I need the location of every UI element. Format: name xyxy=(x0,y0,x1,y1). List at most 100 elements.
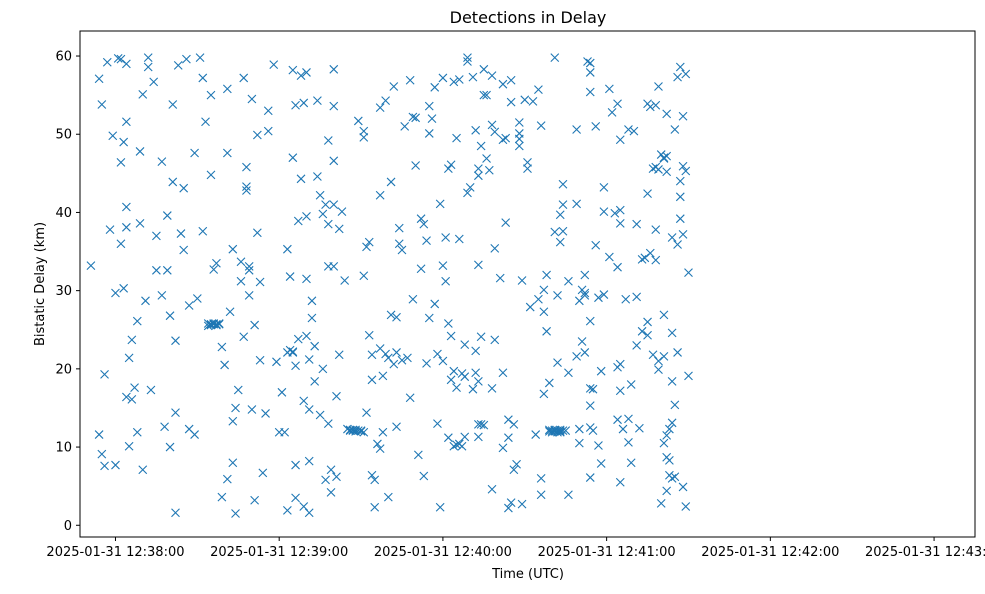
data-point xyxy=(228,416,238,426)
data-point xyxy=(498,135,508,145)
data-point xyxy=(599,207,609,217)
data-point xyxy=(394,223,404,233)
data-point xyxy=(520,95,530,105)
data-point xyxy=(206,320,216,330)
data-point xyxy=(624,437,633,447)
data-point xyxy=(422,358,431,368)
data-point xyxy=(356,427,366,436)
data-point xyxy=(302,211,311,221)
data-point xyxy=(539,307,549,317)
data-point xyxy=(405,75,415,85)
data-point xyxy=(443,433,453,443)
data-point xyxy=(670,472,680,482)
data-point xyxy=(291,460,300,470)
data-point xyxy=(525,302,535,312)
data-point xyxy=(356,426,366,436)
data-point xyxy=(523,164,532,174)
data-point xyxy=(615,386,625,396)
data-point xyxy=(209,319,219,328)
data-point xyxy=(105,225,115,235)
x-axis: 2025-01-31 12:38:00 2025-01-31 12:39:00 20… xyxy=(46,537,985,560)
data-point xyxy=(514,118,524,127)
data-point xyxy=(310,341,320,351)
data-point xyxy=(443,164,453,174)
data-point xyxy=(296,71,306,80)
data-point xyxy=(86,261,96,271)
data-point xyxy=(370,475,380,485)
data-point xyxy=(310,376,320,386)
data-point xyxy=(452,383,461,393)
data-point xyxy=(293,334,303,344)
data-point xyxy=(424,101,434,111)
data-point xyxy=(618,424,628,434)
data-point xyxy=(285,272,295,281)
data-point xyxy=(321,475,330,485)
data-point xyxy=(326,465,336,475)
data-point xyxy=(111,288,120,298)
data-point xyxy=(438,261,448,271)
data-point xyxy=(594,441,603,450)
data-point xyxy=(293,216,303,226)
data-point xyxy=(435,502,445,512)
data-point xyxy=(228,244,238,254)
data-point xyxy=(558,226,568,236)
data-point xyxy=(517,499,527,509)
data-point xyxy=(506,97,516,107)
data-point xyxy=(206,170,216,180)
y-axis: 0 10 20 30 40 50 60 xyxy=(55,50,80,534)
data-point xyxy=(119,283,129,293)
data-point xyxy=(662,109,672,119)
data-point xyxy=(446,375,456,385)
data-point xyxy=(553,358,562,367)
data-point xyxy=(416,214,426,224)
data-point xyxy=(615,135,625,145)
data-point xyxy=(392,422,401,432)
data-point xyxy=(408,294,418,304)
data-point xyxy=(675,62,685,72)
data-point xyxy=(299,396,309,406)
data-point xyxy=(217,342,227,352)
data-point xyxy=(637,254,647,264)
data-point xyxy=(367,375,377,385)
data-point xyxy=(244,262,254,271)
data-point xyxy=(250,320,260,330)
data-point xyxy=(564,276,573,286)
data-point xyxy=(121,202,131,212)
data-point xyxy=(198,226,208,236)
data-point xyxy=(585,473,595,482)
data-point xyxy=(168,100,178,109)
data-point xyxy=(152,265,161,275)
data-point xyxy=(585,384,595,393)
data-point xyxy=(667,473,677,483)
data-point xyxy=(599,290,609,299)
y-tick-label: 40 xyxy=(55,206,72,221)
data-point xyxy=(130,383,139,393)
data-point xyxy=(250,495,260,505)
data-point xyxy=(585,68,595,77)
data-point xyxy=(313,96,322,105)
data-point xyxy=(594,293,603,303)
data-point xyxy=(381,96,390,105)
data-point xyxy=(222,84,232,94)
data-point xyxy=(542,326,551,336)
y-tick-label: 50 xyxy=(55,128,72,143)
data-point xyxy=(643,189,652,199)
data-point xyxy=(108,131,118,141)
data-point xyxy=(574,438,584,448)
data-point xyxy=(282,506,292,515)
data-point xyxy=(506,498,516,507)
x-tick-label: 2025-01-31 12:41:00 xyxy=(538,545,676,560)
data-point xyxy=(124,353,134,363)
data-point xyxy=(413,450,423,460)
data-point xyxy=(681,69,691,79)
data-point xyxy=(509,419,519,429)
data-point xyxy=(473,164,483,174)
data-point xyxy=(141,296,150,306)
data-point xyxy=(364,237,374,247)
data-point xyxy=(171,508,180,518)
data-point xyxy=(400,122,410,131)
data-point xyxy=(280,427,290,437)
data-point xyxy=(665,424,674,434)
x-tick-label: 2025-01-31 12:40:00 xyxy=(374,545,512,560)
